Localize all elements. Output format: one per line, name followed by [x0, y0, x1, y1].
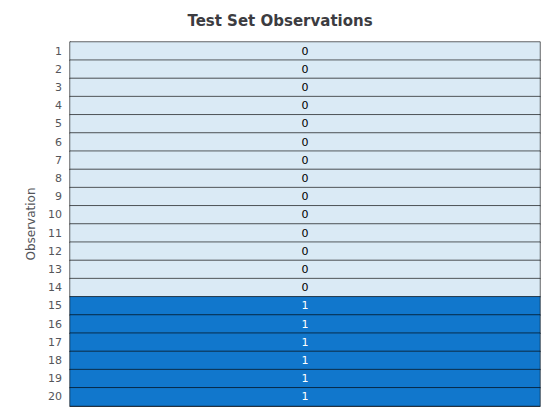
- svg-text:9: 9: [55, 190, 62, 203]
- svg-text:Observation: Observation: [24, 187, 38, 260]
- svg-text:20: 20: [48, 390, 62, 403]
- svg-text:0: 0: [302, 227, 309, 240]
- svg-text:0: 0: [302, 117, 309, 130]
- svg-text:8: 8: [55, 172, 62, 185]
- svg-text:0: 0: [302, 154, 309, 167]
- svg-text:Test Set Observations: Test Set Observations: [187, 12, 372, 30]
- svg-text:16: 16: [48, 318, 62, 331]
- svg-text:15: 15: [48, 299, 62, 312]
- svg-text:5: 5: [55, 117, 62, 130]
- svg-text:4: 4: [55, 99, 62, 112]
- svg-text:1: 1: [302, 318, 309, 331]
- svg-text:1: 1: [302, 372, 309, 385]
- svg-text:18: 18: [48, 354, 62, 367]
- svg-text:0: 0: [302, 45, 309, 58]
- svg-text:3: 3: [55, 81, 62, 94]
- svg-text:7: 7: [55, 154, 62, 167]
- svg-text:0: 0: [302, 136, 309, 149]
- svg-text:1: 1: [302, 336, 309, 349]
- svg-text:0: 0: [302, 63, 309, 76]
- svg-text:1: 1: [55, 45, 62, 58]
- svg-text:1: 1: [302, 390, 309, 403]
- svg-text:13: 13: [48, 263, 62, 276]
- svg-text:1: 1: [302, 299, 309, 312]
- svg-text:0: 0: [302, 263, 309, 276]
- svg-text:0: 0: [302, 81, 309, 94]
- svg-text:14: 14: [48, 281, 62, 294]
- svg-text:19: 19: [48, 372, 62, 385]
- svg-text:1: 1: [302, 354, 309, 367]
- svg-text:0: 0: [302, 208, 309, 221]
- svg-text:6: 6: [55, 136, 62, 149]
- svg-text:0: 0: [302, 245, 309, 258]
- svg-text:0: 0: [302, 190, 309, 203]
- svg-text:11: 11: [48, 227, 62, 240]
- svg-text:0: 0: [302, 281, 309, 294]
- svg-text:10: 10: [48, 208, 62, 221]
- svg-text:0: 0: [302, 172, 309, 185]
- svg-text:0: 0: [302, 99, 309, 112]
- svg-text:17: 17: [48, 336, 62, 349]
- svg-text:12: 12: [48, 245, 62, 258]
- svg-text:2: 2: [55, 63, 62, 76]
